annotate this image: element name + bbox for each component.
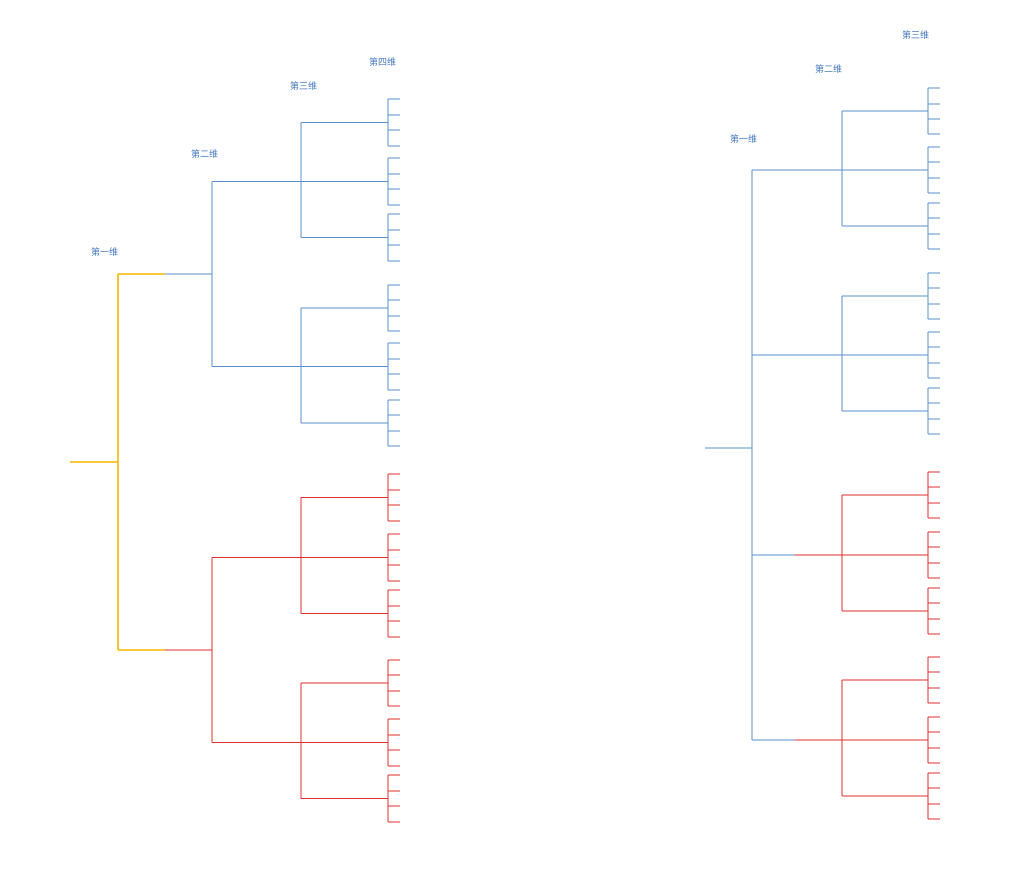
left-label-dim3: 第三维 [290, 80, 317, 92]
right-label-dim1: 第一维 [730, 133, 757, 145]
right-label-dim2: 第二维 [815, 63, 842, 75]
right-dendrogram [705, 87, 940, 820]
left-label-dim2: 第二维 [191, 148, 218, 160]
left-label-dim1: 第一维 [91, 246, 118, 258]
left-dendrogram [70, 98, 400, 823]
left-label-dim4: 第四维 [369, 56, 396, 68]
right-label-dim3: 第三维 [902, 29, 929, 41]
